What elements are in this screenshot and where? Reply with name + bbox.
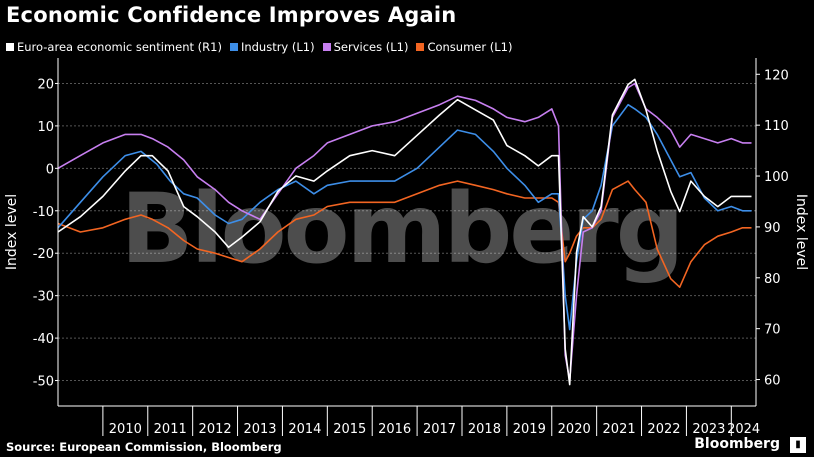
legend-label-industry: Industry (L1) [240,40,315,54]
left-tick-label: 20 [37,77,54,92]
bloomberg-brand: Bloomberg [694,436,780,452]
left-tick-label: -40 [33,332,54,347]
legend-swatch-industry [229,43,238,51]
chart-title: Economic Confidence Improves Again [6,3,457,27]
chart-legend: Euro-area economic sentiment (R1) Indust… [6,40,512,54]
x-tick-label: 2019 [513,422,546,437]
legend-label-consumer: Consumer (L1) [427,40,513,54]
x-tick-label: 2020 [558,422,591,437]
x-tick-label: 2015 [333,422,366,437]
x-tick-label: 2011 [154,422,187,437]
x-tick-label: 2023 [692,422,725,437]
right-tick-label: 80 [764,272,781,287]
x-tick-label: 2013 [243,422,276,437]
left-tick-label: 10 [37,120,54,135]
left-axis-title: Index level [4,194,20,270]
source-note: Source: European Commission, Bloomberg [6,440,282,454]
left-tick-label: -50 [33,375,54,390]
legend-swatch-services [322,43,331,51]
x-tick-label: 2022 [647,422,680,437]
x-tick-label: 2017 [423,422,456,437]
legend-swatch-sentiment [6,43,14,51]
bloomberg-watermark: Bloomberg [121,173,682,285]
axis-layer: 20100-10-20-30-40-5012011010090807060201… [33,58,789,437]
left-tick-label: -10 [33,205,54,220]
x-tick-label: 2010 [109,422,142,437]
series-line-consumer [57,180,752,288]
legend-item-sentiment: Euro-area economic sentiment (R1) [6,40,222,54]
x-tick-label: 2018 [468,422,501,437]
x-tick-label: 2012 [199,422,232,437]
right-tick-label: 70 [764,323,781,338]
x-tick-label: 2016 [378,422,411,437]
series-line-services [57,82,752,382]
right-tick-label: 120 [764,68,789,83]
right-tick-label: 110 [764,119,789,134]
left-tick-label: -30 [33,290,54,305]
series-layer [57,78,752,386]
legend-swatch-consumer [416,43,425,51]
right-tick-label: 100 [764,170,789,185]
x-tick-label: 2014 [288,422,321,437]
bloomberg-logo-icon: ▮ [790,437,806,453]
legend-label-sentiment: Euro-area economic sentiment (R1) [17,40,222,54]
right-tick-label: 90 [764,221,781,236]
series-line-industry [57,103,752,331]
grid-layer [58,82,756,382]
x-tick-label: 2024 [727,422,760,437]
left-tick-label: 0 [46,162,54,177]
legend-label-services: Services (L1) [333,40,409,54]
x-tick-label: 2021 [603,422,636,437]
right-tick-label: 60 [764,374,781,389]
legend-item-industry: Industry (L1) [229,40,315,54]
right-axis-title: Index level [793,194,809,270]
series-line-sentiment [57,78,752,386]
legend-item-services: Services (L1) [322,40,409,54]
watermark-layer: Bloomberg [121,173,685,285]
legend-item-consumer: Consumer (L1) [416,40,512,54]
left-tick-label: -20 [33,247,54,262]
